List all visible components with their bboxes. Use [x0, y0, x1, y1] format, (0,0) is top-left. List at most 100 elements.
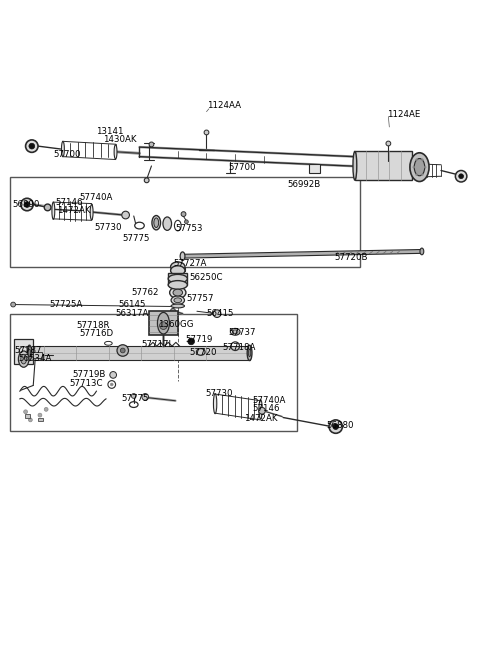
Text: 56250C: 56250C	[190, 274, 223, 282]
Text: 57757: 57757	[186, 294, 214, 303]
Text: 57717L: 57717L	[142, 340, 174, 349]
Bar	[33, 352, 42, 358]
Text: 57700: 57700	[228, 163, 256, 172]
Circle shape	[456, 171, 467, 182]
Text: 56415: 56415	[206, 309, 234, 318]
Text: 57716D: 57716D	[79, 329, 113, 338]
Circle shape	[184, 220, 188, 224]
Text: 1472AK: 1472AK	[244, 414, 277, 423]
Ellipse shape	[152, 216, 160, 230]
Text: 56992B: 56992B	[288, 180, 321, 189]
Bar	[310, 164, 320, 173]
Bar	[38, 418, 43, 421]
Text: 1124AA: 1124AA	[207, 102, 241, 110]
Circle shape	[110, 383, 113, 386]
Text: 56890: 56890	[12, 201, 40, 209]
Circle shape	[44, 204, 51, 211]
Ellipse shape	[154, 218, 158, 228]
Circle shape	[132, 394, 136, 398]
Text: 1360GG: 1360GG	[157, 320, 193, 329]
Ellipse shape	[171, 296, 184, 304]
Ellipse shape	[173, 289, 182, 296]
Circle shape	[386, 141, 391, 146]
Circle shape	[142, 394, 149, 400]
Text: 57727A: 57727A	[173, 259, 206, 268]
Text: 57737: 57737	[228, 328, 256, 337]
Text: 57787: 57787	[14, 346, 42, 355]
Text: 57719: 57719	[185, 335, 213, 344]
Text: 57740A: 57740A	[252, 396, 286, 405]
Text: 57720B: 57720B	[335, 253, 368, 262]
Circle shape	[110, 371, 117, 379]
Text: 57762: 57762	[132, 287, 159, 297]
Bar	[24, 414, 30, 417]
Bar	[168, 273, 187, 285]
Ellipse shape	[163, 217, 171, 230]
Circle shape	[424, 166, 426, 168]
Ellipse shape	[52, 202, 55, 219]
Circle shape	[416, 159, 418, 161]
Text: 57713C: 57713C	[70, 379, 103, 388]
Text: 57720: 57720	[190, 348, 217, 358]
Circle shape	[29, 143, 35, 149]
Circle shape	[24, 201, 30, 207]
Circle shape	[11, 302, 15, 307]
Text: 57146: 57146	[252, 404, 280, 413]
Circle shape	[122, 211, 130, 219]
Ellipse shape	[157, 312, 169, 334]
Text: 57775: 57775	[122, 234, 150, 243]
Circle shape	[25, 140, 38, 152]
Circle shape	[170, 308, 175, 313]
Circle shape	[159, 322, 167, 329]
Circle shape	[117, 345, 129, 356]
Text: 1430AK: 1430AK	[103, 135, 137, 144]
Text: 1472AK: 1472AK	[57, 206, 91, 215]
Ellipse shape	[214, 394, 217, 414]
Ellipse shape	[168, 274, 187, 283]
Ellipse shape	[168, 281, 187, 289]
Text: 13141: 13141	[96, 127, 124, 136]
Circle shape	[144, 178, 149, 183]
Ellipse shape	[28, 349, 31, 357]
Text: 57725A: 57725A	[49, 300, 83, 308]
Circle shape	[213, 310, 221, 318]
Text: 56880: 56880	[326, 421, 354, 430]
Ellipse shape	[114, 145, 117, 159]
Text: 56145: 56145	[118, 300, 145, 308]
Ellipse shape	[259, 400, 262, 419]
Circle shape	[421, 174, 423, 176]
Ellipse shape	[232, 330, 238, 334]
Text: 57730: 57730	[205, 388, 233, 398]
Text: 1124AE: 1124AE	[387, 110, 421, 119]
Circle shape	[120, 348, 125, 353]
Text: 57718A: 57718A	[223, 342, 256, 352]
Ellipse shape	[169, 287, 186, 298]
Circle shape	[38, 413, 42, 417]
Text: 57753: 57753	[175, 224, 203, 233]
Ellipse shape	[414, 159, 425, 176]
Ellipse shape	[90, 205, 93, 220]
Text: 57730: 57730	[95, 223, 122, 232]
Text: 57740A: 57740A	[79, 193, 113, 202]
Circle shape	[44, 407, 48, 411]
Circle shape	[188, 338, 194, 345]
Ellipse shape	[248, 349, 251, 357]
Circle shape	[28, 418, 32, 422]
Ellipse shape	[27, 345, 32, 361]
Bar	[355, 152, 412, 180]
Circle shape	[416, 174, 418, 176]
Ellipse shape	[410, 153, 429, 182]
Circle shape	[181, 212, 186, 216]
Bar	[149, 311, 178, 335]
Bar	[14, 340, 33, 364]
Circle shape	[24, 410, 27, 414]
Ellipse shape	[171, 304, 184, 308]
Ellipse shape	[170, 266, 185, 276]
Ellipse shape	[174, 298, 181, 302]
Ellipse shape	[170, 262, 185, 272]
Text: 57718R: 57718R	[76, 321, 110, 329]
Ellipse shape	[18, 351, 29, 367]
Ellipse shape	[420, 248, 424, 255]
Text: 57719B: 57719B	[72, 370, 106, 379]
Circle shape	[421, 159, 423, 161]
